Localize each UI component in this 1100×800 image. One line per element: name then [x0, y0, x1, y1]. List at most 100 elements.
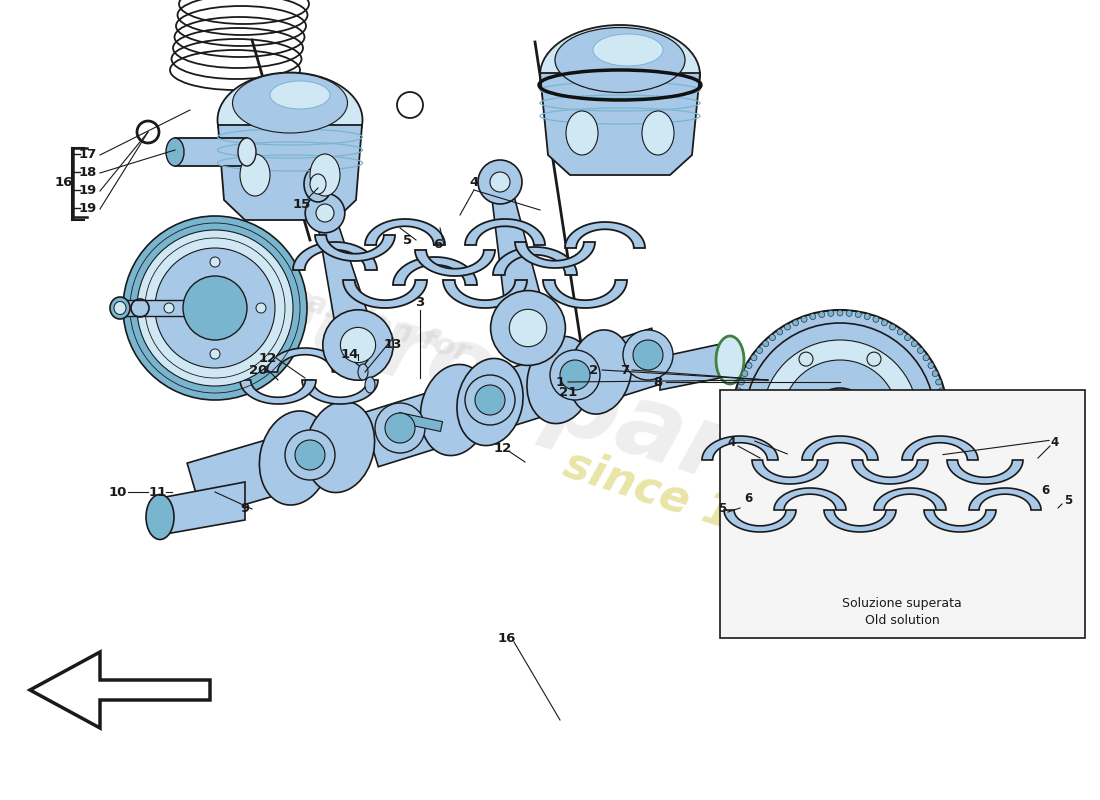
Text: 11: 11 [148, 486, 167, 498]
Polygon shape [660, 342, 730, 390]
Circle shape [256, 303, 266, 313]
Polygon shape [415, 250, 495, 276]
Polygon shape [774, 488, 846, 510]
Text: 16: 16 [498, 631, 516, 645]
Text: 12: 12 [494, 442, 513, 454]
Ellipse shape [322, 310, 393, 380]
Ellipse shape [550, 350, 600, 400]
Text: 6: 6 [744, 491, 752, 505]
Ellipse shape [569, 330, 631, 414]
Ellipse shape [420, 365, 490, 455]
Text: 4: 4 [728, 435, 736, 449]
Ellipse shape [923, 354, 930, 361]
Ellipse shape [556, 27, 685, 93]
Circle shape [867, 352, 881, 366]
Ellipse shape [491, 290, 565, 366]
Text: 6: 6 [1041, 483, 1049, 497]
Polygon shape [315, 235, 395, 261]
Text: 19: 19 [79, 202, 97, 215]
Text: Old solution: Old solution [865, 614, 939, 626]
Polygon shape [572, 328, 669, 406]
Circle shape [732, 310, 948, 526]
Ellipse shape [770, 495, 776, 502]
Ellipse shape [166, 138, 184, 166]
Polygon shape [397, 413, 442, 431]
Ellipse shape [738, 379, 745, 385]
Polygon shape [874, 488, 946, 510]
Ellipse shape [932, 370, 938, 377]
Ellipse shape [310, 154, 340, 196]
Ellipse shape [642, 111, 674, 155]
Ellipse shape [746, 362, 752, 369]
Text: a passion for: a passion for [252, 272, 474, 368]
Ellipse shape [734, 397, 739, 402]
Polygon shape [852, 460, 928, 484]
Polygon shape [302, 380, 378, 404]
Ellipse shape [904, 334, 911, 341]
Polygon shape [218, 125, 362, 220]
Text: since 1985: since 1985 [559, 442, 827, 566]
Ellipse shape [218, 73, 363, 167]
Ellipse shape [240, 154, 270, 196]
Text: 2: 2 [590, 363, 598, 377]
Ellipse shape [818, 311, 825, 318]
Polygon shape [540, 73, 700, 175]
Ellipse shape [632, 340, 663, 370]
Text: 16: 16 [55, 177, 74, 190]
Ellipse shape [146, 494, 174, 539]
Ellipse shape [751, 475, 757, 482]
Text: 5: 5 [1064, 494, 1072, 506]
Ellipse shape [890, 506, 895, 512]
Ellipse shape [741, 370, 748, 377]
Circle shape [155, 248, 275, 368]
Text: 12: 12 [258, 351, 277, 365]
Ellipse shape [757, 347, 762, 354]
Circle shape [799, 352, 813, 366]
Polygon shape [515, 242, 595, 268]
Ellipse shape [855, 518, 861, 525]
Ellipse shape [770, 334, 776, 341]
Ellipse shape [828, 520, 834, 526]
Circle shape [901, 411, 915, 425]
Ellipse shape [940, 434, 946, 439]
Ellipse shape [881, 320, 888, 326]
Polygon shape [293, 242, 377, 270]
Polygon shape [362, 388, 459, 466]
Ellipse shape [751, 354, 757, 361]
Circle shape [782, 360, 898, 476]
Polygon shape [902, 436, 978, 460]
Polygon shape [123, 300, 204, 316]
Polygon shape [969, 488, 1041, 510]
Ellipse shape [911, 490, 917, 495]
Ellipse shape [942, 424, 947, 430]
Ellipse shape [757, 482, 762, 489]
Text: 8: 8 [653, 375, 662, 389]
Ellipse shape [232, 73, 348, 133]
Polygon shape [393, 257, 477, 285]
Text: 3: 3 [416, 295, 425, 309]
Ellipse shape [741, 459, 748, 466]
Ellipse shape [285, 430, 336, 480]
Ellipse shape [837, 520, 843, 526]
Polygon shape [465, 219, 544, 245]
Polygon shape [352, 350, 368, 368]
Ellipse shape [777, 329, 783, 335]
Ellipse shape [917, 347, 923, 354]
Ellipse shape [873, 316, 879, 322]
Text: eurospares: eurospares [234, 256, 866, 544]
Ellipse shape [810, 314, 816, 319]
Ellipse shape [904, 495, 911, 502]
Ellipse shape [837, 310, 843, 316]
Ellipse shape [734, 434, 739, 439]
Polygon shape [365, 219, 446, 245]
Ellipse shape [527, 337, 593, 423]
Ellipse shape [940, 397, 946, 402]
Ellipse shape [733, 406, 738, 412]
Ellipse shape [560, 360, 590, 390]
Text: 9: 9 [241, 502, 250, 515]
Ellipse shape [746, 467, 752, 474]
Text: 17: 17 [79, 149, 97, 162]
Circle shape [123, 216, 307, 400]
Ellipse shape [881, 510, 888, 516]
Circle shape [824, 402, 856, 434]
